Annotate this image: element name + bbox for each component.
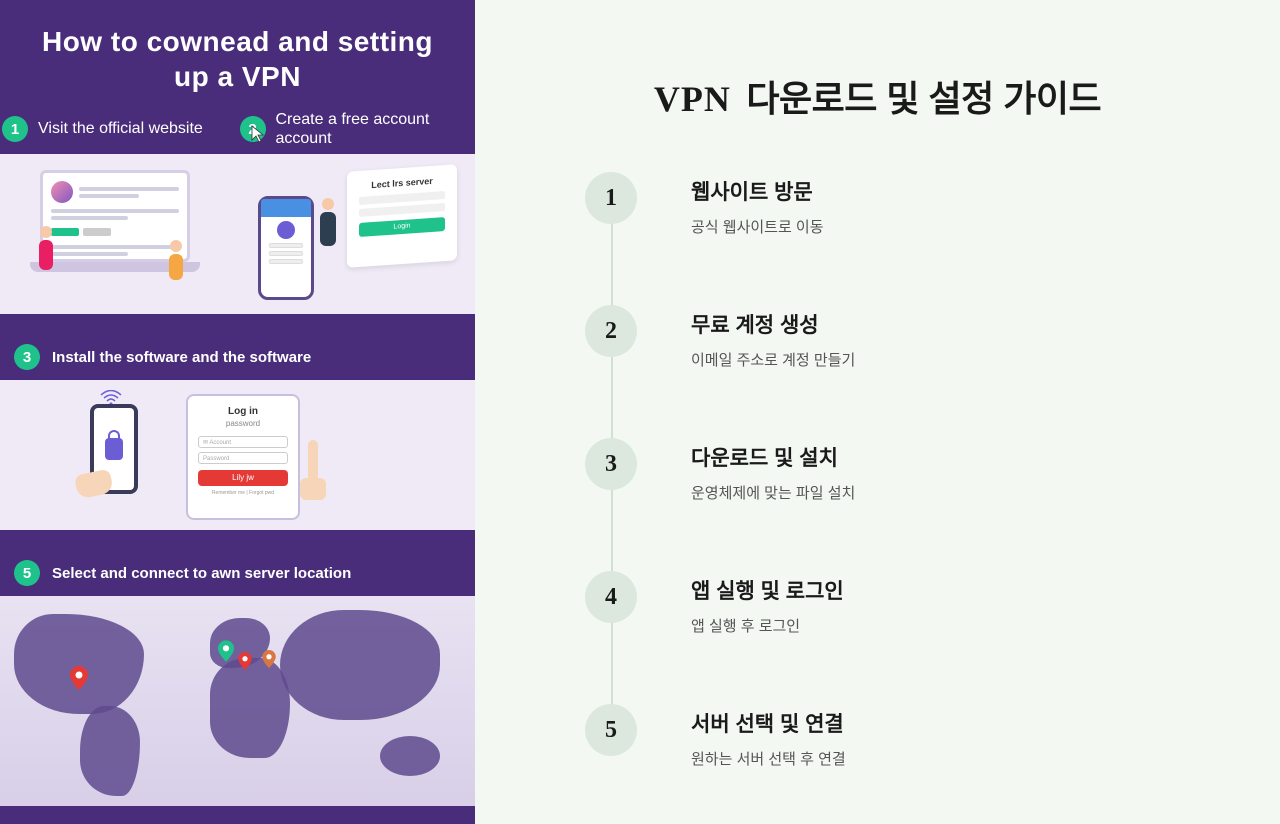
right-step-2-desc: 이메일 주소로 계정 만들기 — [691, 349, 855, 370]
right-title-rest: 다운로드 및 설정 가이드 — [737, 78, 1101, 119]
right-step-2: 2 무료 계정 생성 이메일 주소로 계정 만들기 — [585, 305, 1200, 370]
right-step-4-title: 앱 실행 및 로그인 — [691, 575, 844, 605]
right-step-3-num: 3 — [585, 438, 637, 490]
right-step-1-desc: 공식 웹사이트로 이동 — [691, 216, 824, 237]
left-title: How to cownead and setting up a VPN — [0, 0, 475, 104]
left-infographic-panel: How to cownead and setting up a VPN 1 Vi… — [0, 0, 475, 824]
step-2-header: 2 Create a free account account — [238, 104, 476, 154]
step-row-1-2: 1 Visit the official website 2 Create a … — [0, 104, 475, 154]
right-step-5: 5 서버 선택 및 연결 원하는 서버 선택 후 연결 — [585, 704, 1200, 769]
right-step-3: 3 다운로드 및 설치 운영체제에 맞는 파일 설치 — [585, 438, 1200, 503]
login-sub: password — [198, 419, 288, 428]
card-button: Login — [359, 217, 445, 237]
step-1-header: 1 Visit the official website — [0, 104, 238, 154]
world-map-illustration — [0, 596, 475, 806]
login-field-2: Password — [198, 452, 288, 464]
map-pin-red-3 — [262, 650, 276, 674]
right-step-1-num: 1 — [585, 172, 637, 224]
map-pin-red-2 — [238, 652, 252, 676]
continent-australia — [380, 736, 440, 776]
right-step-2-title: 무료 계정 생성 — [691, 309, 855, 339]
step-5-label: Select and connect to awn server locatio… — [52, 565, 351, 582]
step-1-badge: 1 — [2, 116, 28, 142]
continent-south-america — [80, 706, 140, 796]
right-guide-panel: VPN 다운로드 및 설정 가이드 1 웹사이트 방문 공식 웹사이트로 이동 … — [475, 0, 1280, 824]
right-step-4-desc: 앱 실행 후 로그인 — [691, 615, 844, 636]
right-title: VPN 다운로드 및 설정 가이드 — [505, 70, 1250, 122]
cursor-icon — [250, 124, 266, 144]
continent-asia — [280, 610, 440, 720]
card-title: Lect lrs server — [359, 175, 445, 191]
illustration-band-1: Lect lrs server Login — [0, 154, 475, 314]
right-step-5-num: 5 — [585, 704, 637, 756]
map-pin-green — [218, 640, 234, 668]
phone-illustration — [258, 196, 314, 300]
continent-north-america — [14, 614, 144, 714]
lock-icon — [105, 438, 123, 460]
right-title-prefix: VPN — [654, 79, 731, 119]
login-card-illustration: Lect lrs server Login — [347, 165, 457, 269]
person-3-illustration — [318, 198, 338, 246]
step-3-header: 3 Install the software and the software — [0, 334, 475, 380]
step-5-header: 5 Select and connect to awn server locat… — [0, 550, 475, 596]
login-footer: Remember me | Forgot pwd — [198, 490, 288, 496]
login-form-illustration: Log in password ✉ Account Password Lily … — [186, 394, 300, 520]
hand-illustration — [74, 469, 114, 500]
pointing-hand-illustration — [300, 440, 326, 500]
illustration-band-2: Log in password ✉ Account Password Lily … — [0, 380, 475, 530]
right-step-3-desc: 운영체제에 맞는 파일 설치 — [691, 482, 855, 503]
steps-container: 1 웹사이트 방문 공식 웹사이트로 이동 2 무료 계정 생성 이메일 주소로… — [505, 172, 1250, 769]
login-field-1: ✉ Account — [198, 436, 288, 448]
step-3-label: Install the software and the software — [52, 349, 311, 366]
person-2-illustration — [166, 240, 186, 280]
right-step-4-num: 4 — [585, 571, 637, 623]
right-step-2-num: 2 — [585, 305, 637, 357]
step-3-badge: 3 — [14, 344, 40, 370]
right-step-1: 1 웹사이트 방문 공식 웹사이트로 이동 — [585, 172, 1200, 237]
map-pin-red-1 — [70, 666, 88, 696]
right-step-3-title: 다운로드 및 설치 — [691, 442, 855, 472]
step-5-badge: 5 — [14, 560, 40, 586]
step-2-label: Create a free account account — [276, 110, 466, 148]
right-step-5-title: 서버 선택 및 연결 — [691, 708, 846, 738]
login-button: Lily jw — [198, 470, 288, 486]
right-step-4: 4 앱 실행 및 로그인 앱 실행 후 로그인 — [585, 571, 1200, 636]
login-title: Log in — [198, 406, 288, 417]
step-1-label: Visit the official website — [38, 120, 203, 138]
right-step-5-desc: 원하는 서버 선택 후 연결 — [691, 748, 846, 769]
person-1-illustration — [36, 226, 56, 270]
right-step-1-title: 웹사이트 방문 — [691, 176, 824, 206]
